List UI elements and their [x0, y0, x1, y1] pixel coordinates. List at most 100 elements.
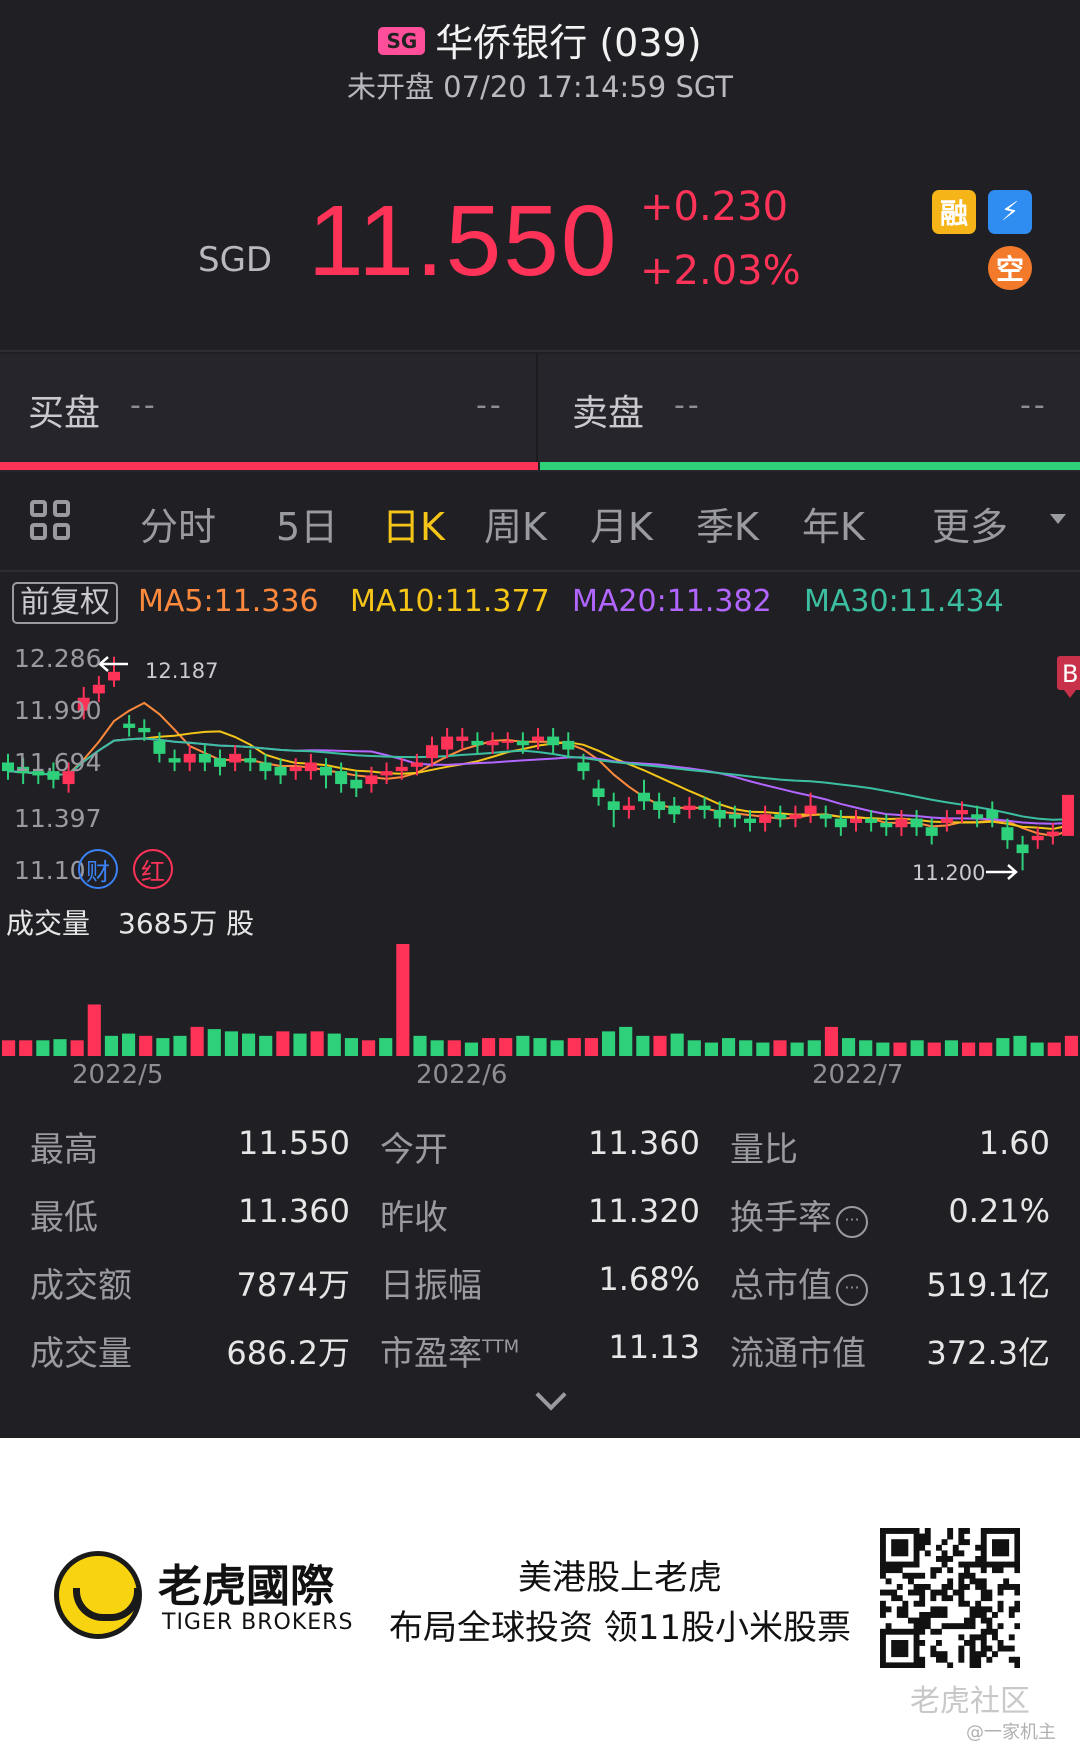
- volume-value: 3685万 股: [118, 907, 255, 940]
- low-marker: 11.200: [912, 861, 1018, 885]
- candle: [532, 736, 544, 741]
- candle: [804, 805, 817, 815]
- candle: [698, 805, 711, 810]
- candle: [32, 771, 45, 776]
- stock-title-row: SG 华侨银行 (039): [0, 12, 1080, 67]
- candle: [486, 740, 499, 746]
- candle: [744, 818, 756, 823]
- ma5-label: MA5:11.336: [138, 584, 319, 619]
- bid-bar: [0, 462, 538, 470]
- candle: [456, 736, 469, 741]
- tab-more[interactable]: 更多: [932, 505, 1009, 549]
- buy-marker-label: B: [1062, 660, 1078, 688]
- ask-box: 卖盘 -- --: [540, 354, 1080, 464]
- buy-marker[interactable]: B: [1057, 656, 1080, 698]
- tab-quarterly-k[interactable]: 季K: [696, 505, 759, 549]
- volume-bar: [36, 1040, 50, 1056]
- ask-bar: [540, 462, 1080, 470]
- volume-bar: [379, 1038, 393, 1056]
- candle: [1016, 844, 1029, 854]
- stat-pe-value: 11.13: [608, 1328, 700, 1366]
- volume-bar: [224, 1031, 238, 1056]
- earnings-event-icon[interactable]: 财: [78, 849, 118, 889]
- candle: [592, 788, 605, 798]
- volume-bar: [773, 1040, 787, 1056]
- volume-bar: [636, 1035, 650, 1056]
- volume-bar: [276, 1031, 290, 1056]
- volume-bar: [139, 1035, 153, 1056]
- stat-float-cap-value: 372.3亿: [926, 1334, 1050, 1372]
- candle: [274, 766, 287, 776]
- stat-prev-close-value: 11.320: [588, 1192, 700, 1230]
- candle: [713, 809, 726, 819]
- tab-weekly-k[interactable]: 周K: [484, 505, 547, 549]
- volume-bar: [327, 1033, 341, 1056]
- candle: [956, 809, 968, 815]
- promo-footer[interactable]: 老虎國際 TIGER BROKERS 美港股上老虎 布局全球投资 领11股小米股…: [0, 1438, 1080, 1755]
- candle: [77, 697, 90, 711]
- volume-chart[interactable]: [0, 940, 1080, 1056]
- date-label-jun: 2022/6: [416, 1060, 508, 1090]
- candle: [759, 814, 772, 823]
- volume-bar: [207, 1029, 221, 1056]
- y-label-4: 11.397: [14, 804, 102, 833]
- kline-chart[interactable]: 12.187 11.200 B: [0, 630, 1080, 900]
- stat-prev-close-label: 昨收: [380, 1198, 448, 1238]
- stat-open-label: 今开: [380, 1130, 448, 1170]
- stat-volume-label: 成交量: [30, 1334, 132, 1374]
- candle: [92, 684, 105, 694]
- tab-daily-k[interactable]: 日K: [382, 505, 445, 549]
- tab-intraday[interactable]: 分时: [140, 505, 217, 549]
- candle: [865, 818, 878, 823]
- volume-bar: [362, 1040, 376, 1056]
- volume-bar: [842, 1038, 856, 1056]
- candle: [516, 740, 529, 746]
- ad-line-1: 美港股上老虎: [518, 1558, 722, 1598]
- info-icon[interactable]: ···: [836, 1206, 868, 1238]
- tab-5day[interactable]: 5日: [276, 505, 339, 549]
- candle: [834, 818, 847, 828]
- volume-bar: [739, 1040, 753, 1056]
- adjust-type-button[interactable]: 前复权: [12, 582, 118, 624]
- candle: [925, 827, 938, 836]
- candle: [638, 792, 650, 802]
- ma30-line: [7, 737, 1069, 821]
- grid-menu-icon[interactable]: [30, 500, 72, 542]
- stat-pe-text: 市盈率: [380, 1334, 482, 1374]
- volume-bar: [2, 1040, 16, 1056]
- tab-yearly-k[interactable]: 年K: [802, 505, 865, 549]
- dividend-event-icon[interactable]: 红: [133, 849, 173, 889]
- y-label-5: 11.10: [14, 856, 86, 885]
- volume-bar: [344, 1038, 358, 1056]
- volume-bar: [979, 1042, 993, 1056]
- info-icon[interactable]: ···: [836, 1274, 868, 1306]
- candle: [244, 758, 257, 763]
- volume-bar: [1047, 1042, 1061, 1056]
- candle: [577, 762, 590, 772]
- candle: [47, 771, 60, 780]
- volume-bar: [464, 1042, 478, 1056]
- volume-bar: [619, 1026, 633, 1056]
- stat-float-cap-label: 流通市值: [730, 1334, 866, 1374]
- volume-bar: [1030, 1042, 1044, 1056]
- candle: [289, 766, 302, 772]
- bid-label: 买盘: [28, 393, 101, 434]
- stat-high-value: 11.550: [238, 1124, 350, 1162]
- low-marker-label: 11.200: [912, 861, 985, 885]
- tab-monthly-k[interactable]: 月K: [590, 505, 653, 549]
- short-sell-icon[interactable]: 空: [988, 246, 1032, 290]
- caret-down-icon[interactable]: [1050, 514, 1066, 524]
- stat-turnover-rate-value: 0.21%: [948, 1192, 1050, 1230]
- stat-amplitude-label: 日振幅: [380, 1266, 482, 1306]
- candle: [304, 762, 317, 772]
- volume-bar: [190, 1026, 204, 1056]
- candle: [1031, 835, 1044, 841]
- candle: [547, 736, 560, 746]
- flash-icon[interactable]: ⚡: [988, 190, 1032, 234]
- volume-bar: [430, 1040, 444, 1056]
- volume-bar: [53, 1039, 67, 1056]
- stat-market-cap-text: 总市值: [730, 1266, 832, 1306]
- quote-header: SG 华侨银行 (039) 未开盘 07/20 17:14:59 SGT SGD …: [0, 0, 1080, 352]
- volume-bar: [602, 1031, 616, 1056]
- margin-financing-icon[interactable]: 融: [932, 190, 976, 234]
